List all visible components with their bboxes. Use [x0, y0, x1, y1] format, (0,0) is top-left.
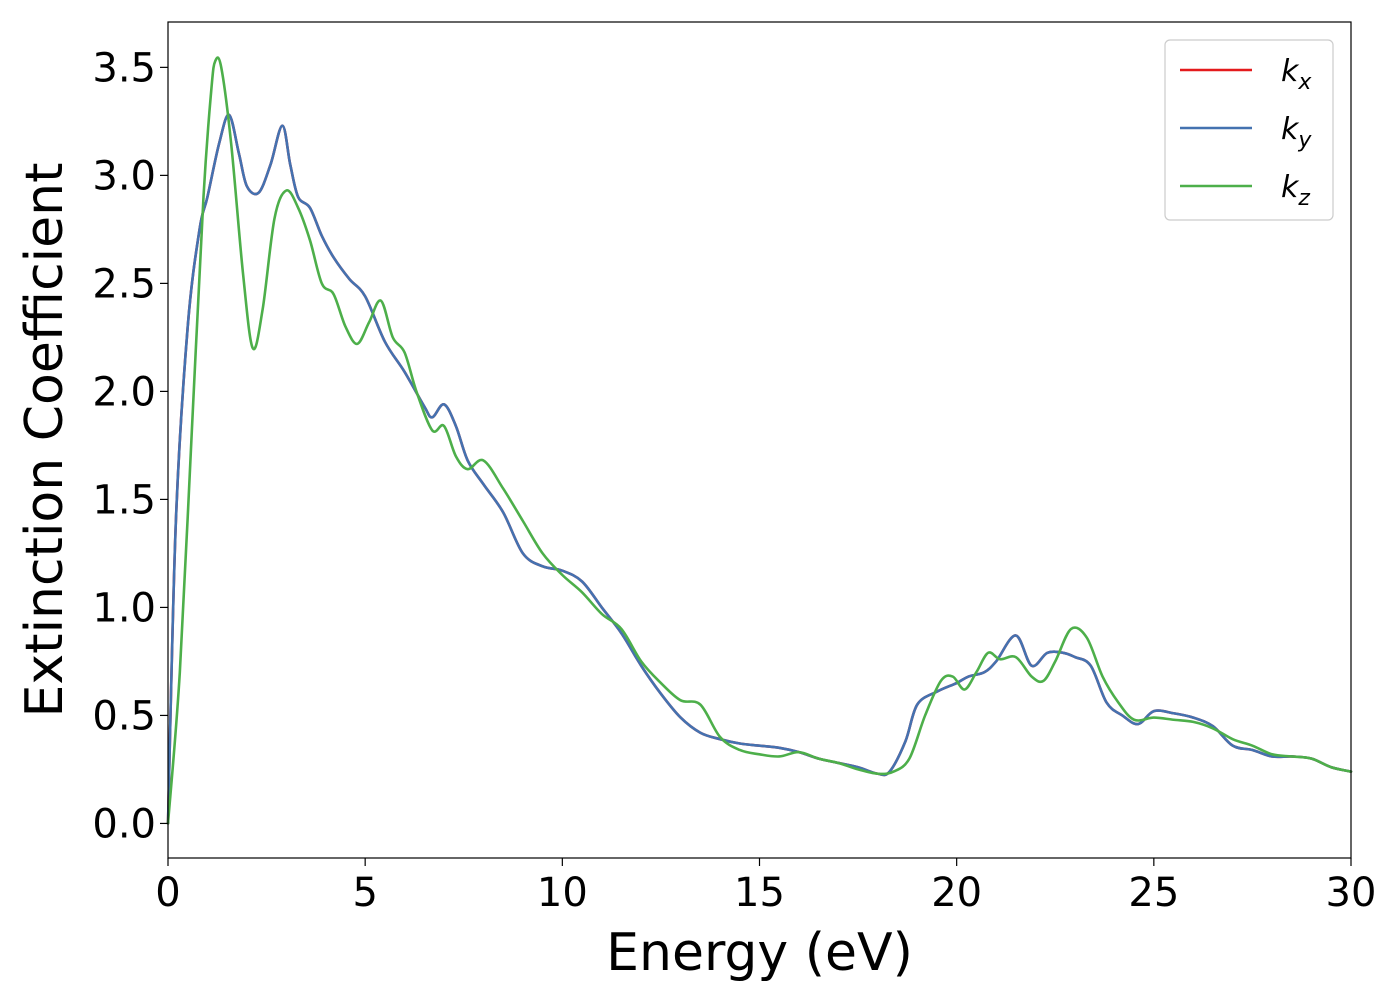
x-tick-label: 0	[155, 870, 180, 916]
x-tick-label: 20	[931, 870, 982, 916]
y-axis-title: Extinction Coefficient	[15, 163, 75, 718]
x-axis-title: Energy (eV)	[606, 923, 913, 983]
y-tick-label: 2.5	[92, 261, 156, 307]
x-tick-label: 5	[352, 870, 377, 916]
series-line-ky	[166, 113, 1353, 825]
y-tick-label: 0.0	[92, 801, 156, 847]
legend-label-kx: kx	[1281, 54, 1312, 95]
x-tick-label: 30	[1326, 870, 1377, 916]
y-tick-label: 3.0	[92, 153, 156, 199]
y-tick-label: 0.5	[92, 693, 156, 739]
y-tick-label: 1.5	[92, 477, 156, 523]
series-line-kz	[166, 56, 1353, 825]
legend-label-kz: kz	[1281, 170, 1310, 211]
x-tick-label: 10	[537, 870, 588, 916]
y-tick-label: 2.0	[92, 369, 156, 415]
x-tick-label: 15	[734, 870, 785, 916]
y-axis: 0.0 0.5 1.0 1.5 2.0 2.5 3.0 3.5	[92, 45, 168, 847]
y-tick-label: 1.0	[92, 585, 156, 631]
legend: kx ky kz	[1164, 39, 1334, 221]
series-layer	[166, 56, 1353, 825]
x-tick-label: 25	[1128, 870, 1179, 916]
legend-box	[1164, 39, 1334, 221]
x-axis: 0 5 10 15 20 25 30	[155, 858, 1376, 916]
y-tick-label: 3.5	[92, 45, 156, 91]
legend-label-ky: ky	[1281, 112, 1312, 153]
